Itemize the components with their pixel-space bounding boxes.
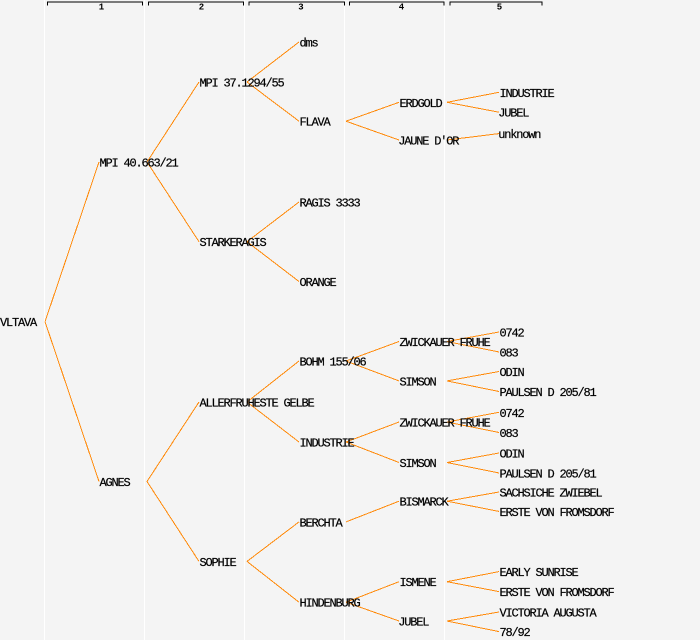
svg-text:SIMSON: SIMSON (400, 457, 437, 471)
svg-text:VICTORIA AUGUSTA: VICTORIA AUGUSTA (500, 607, 598, 621)
svg-text:AGNES: AGNES (100, 476, 131, 490)
svg-text:0742: 0742 (500, 327, 525, 341)
svg-text:BISMARCK: BISMARCK (400, 496, 450, 510)
svg-text:5: 5 (497, 3, 502, 13)
svg-text:ERDGOLD: ERDGOLD (400, 97, 443, 111)
svg-text:HINDENBURG: HINDENBURG (300, 597, 361, 611)
svg-text:dms: dms (300, 37, 319, 51)
svg-text:SIMSON: SIMSON (400, 375, 437, 389)
svg-text:ZWICKAUER FRUHE: ZWICKAUER FRUHE (400, 336, 491, 350)
svg-text:JUBEL: JUBEL (498, 107, 529, 121)
svg-text:JAUNE D'OR: JAUNE D'OR (398, 135, 459, 149)
svg-text:FLAVA: FLAVA (300, 116, 332, 130)
svg-text:ZWICKAUER FRUHE: ZWICKAUER FRUHE (400, 417, 491, 431)
svg-text:ODIN: ODIN (500, 448, 525, 462)
svg-text:0742: 0742 (500, 407, 525, 421)
svg-text:3: 3 (298, 3, 303, 13)
svg-text:ERSTE VON FROMSDORF: ERSTE VON FROMSDORF (500, 506, 615, 520)
svg-text:EARLY SUNRISE: EARLY SUNRISE (500, 566, 579, 580)
svg-text:VLTAVA: VLTAVA (0, 316, 38, 330)
svg-text:ISMENE: ISMENE (400, 576, 437, 590)
svg-text:1: 1 (99, 3, 105, 13)
svg-text:PAULSEN D 205/81: PAULSEN D 205/81 (500, 386, 597, 400)
svg-text:78/92: 78/92 (500, 626, 531, 640)
svg-text:MPI 40.663/21: MPI 40.663/21 (100, 157, 179, 171)
svg-text:083: 083 (500, 427, 519, 441)
svg-text:BERCHTA: BERCHTA (300, 516, 344, 530)
svg-text:unknown: unknown (498, 128, 541, 142)
svg-text:ERSTE VON FROMSDORF: ERSTE VON FROMSDORF (500, 586, 615, 600)
svg-text:JUBEL: JUBEL (398, 616, 429, 630)
svg-text:2: 2 (199, 3, 204, 13)
svg-text:BOHM 155/06: BOHM 155/06 (300, 356, 367, 370)
svg-text:ALLERFRUHESTE GELBE: ALLERFRUHESTE GELBE (200, 397, 315, 411)
svg-text:SACHSICHE ZWIEBEL: SACHSICHE ZWIEBEL (500, 487, 603, 501)
svg-text:083: 083 (500, 347, 519, 361)
svg-text:STARKERAGIS: STARKERAGIS (200, 236, 267, 250)
svg-text:MPI 37.1294/55: MPI 37.1294/55 (200, 77, 285, 91)
svg-text:4: 4 (399, 3, 405, 13)
svg-text:RAGIS 3333: RAGIS 3333 (300, 197, 361, 211)
svg-text:PAULSEN D 205/81: PAULSEN D 205/81 (500, 468, 597, 482)
svg-text:INDUSTRIE: INDUSTRIE (300, 437, 355, 451)
svg-text:SOPHIE: SOPHIE (200, 556, 237, 570)
svg-text:ODIN: ODIN (500, 366, 525, 380)
svg-text:ORANGE: ORANGE (300, 276, 337, 290)
svg-text:INDUSTRIE: INDUSTRIE (500, 87, 555, 101)
